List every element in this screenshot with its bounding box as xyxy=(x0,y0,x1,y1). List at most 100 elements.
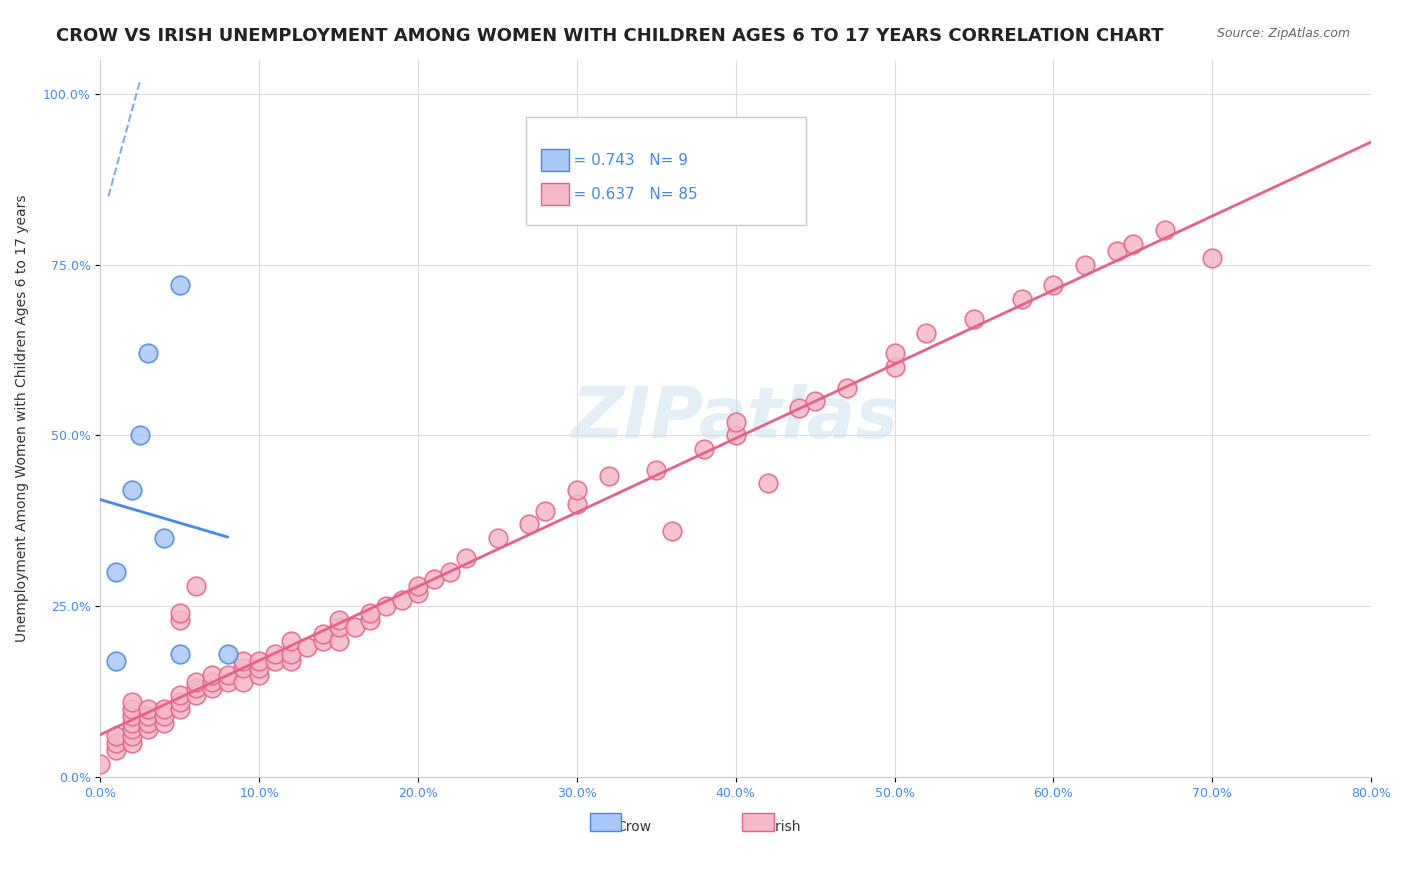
Point xyxy=(121,723,143,737)
Point xyxy=(724,415,747,429)
Point xyxy=(565,483,588,497)
Point xyxy=(328,620,350,634)
Y-axis label: Unemployment Among Women with Children Ages 6 to 17 years: Unemployment Among Women with Children A… xyxy=(15,194,30,642)
Point xyxy=(169,695,191,709)
Point xyxy=(121,715,143,730)
Point xyxy=(598,469,620,483)
Point xyxy=(645,463,668,477)
Point xyxy=(169,702,191,716)
Point xyxy=(121,736,143,750)
Point xyxy=(295,640,318,655)
Point xyxy=(217,667,239,681)
Point xyxy=(136,346,159,360)
Point xyxy=(724,428,747,442)
Point xyxy=(121,483,143,497)
Text: ZIPatlas: ZIPatlas xyxy=(572,384,900,453)
Point xyxy=(963,312,986,326)
Point xyxy=(217,647,239,661)
Point xyxy=(280,633,302,648)
Point xyxy=(915,326,938,340)
Text: R = 0.743   N= 9: R = 0.743 N= 9 xyxy=(558,153,688,168)
Point xyxy=(359,606,381,620)
Point xyxy=(328,613,350,627)
Text: Source: ZipAtlas.com: Source: ZipAtlas.com xyxy=(1216,27,1350,40)
Point xyxy=(1074,258,1097,272)
Point xyxy=(1153,223,1175,237)
Point xyxy=(105,654,128,668)
Point xyxy=(232,661,254,675)
Point xyxy=(835,381,858,395)
Point xyxy=(169,278,191,293)
Text: Irish: Irish xyxy=(772,821,801,834)
Point xyxy=(423,572,446,586)
Point xyxy=(153,715,176,730)
Point xyxy=(201,674,224,689)
Point xyxy=(184,688,207,702)
Bar xyxy=(541,183,569,204)
Point xyxy=(105,743,128,757)
Point xyxy=(1042,278,1064,293)
Point xyxy=(121,708,143,723)
Point xyxy=(517,517,540,532)
Point xyxy=(201,681,224,696)
Point xyxy=(121,695,143,709)
Point xyxy=(264,654,287,668)
Point xyxy=(328,633,350,648)
Bar xyxy=(589,814,621,831)
Point xyxy=(280,647,302,661)
Point xyxy=(804,394,827,409)
Point xyxy=(169,606,191,620)
Point xyxy=(264,647,287,661)
Point xyxy=(105,736,128,750)
Point xyxy=(565,497,588,511)
Point xyxy=(661,524,683,538)
Point xyxy=(883,360,905,375)
Point xyxy=(280,654,302,668)
FancyBboxPatch shape xyxy=(526,117,806,225)
Point xyxy=(1122,237,1144,252)
Point xyxy=(136,715,159,730)
Point xyxy=(136,702,159,716)
Point xyxy=(136,723,159,737)
Point xyxy=(359,613,381,627)
Point xyxy=(121,702,143,716)
Point xyxy=(756,476,779,491)
Point xyxy=(343,620,366,634)
Text: CROW VS IRISH UNEMPLOYMENT AMONG WOMEN WITH CHILDREN AGES 6 TO 17 YEARS CORRELAT: CROW VS IRISH UNEMPLOYMENT AMONG WOMEN W… xyxy=(56,27,1164,45)
Bar xyxy=(541,149,569,171)
Point xyxy=(184,674,207,689)
Point xyxy=(217,674,239,689)
Point xyxy=(89,756,111,771)
Point xyxy=(787,401,810,416)
Point xyxy=(121,729,143,743)
Point xyxy=(129,428,152,442)
Point xyxy=(232,654,254,668)
Point xyxy=(534,503,557,517)
Point xyxy=(406,585,429,599)
Point xyxy=(184,579,207,593)
Point xyxy=(184,681,207,696)
Point xyxy=(105,729,128,743)
Point xyxy=(454,551,477,566)
Point xyxy=(247,667,270,681)
Point xyxy=(883,346,905,360)
Point xyxy=(247,661,270,675)
Point xyxy=(169,647,191,661)
Point xyxy=(153,708,176,723)
Point xyxy=(1201,251,1223,265)
Point xyxy=(153,702,176,716)
Point xyxy=(169,613,191,627)
Point xyxy=(136,708,159,723)
Text: Crow: Crow xyxy=(617,821,651,834)
Point xyxy=(1105,244,1128,258)
Point xyxy=(105,565,128,579)
Point xyxy=(312,633,335,648)
Point xyxy=(391,592,413,607)
Point xyxy=(201,667,224,681)
Bar xyxy=(742,814,773,831)
Point xyxy=(406,579,429,593)
Point xyxy=(247,654,270,668)
Text: R = 0.637   N= 85: R = 0.637 N= 85 xyxy=(558,187,697,202)
Point xyxy=(169,688,191,702)
Point xyxy=(375,599,398,614)
